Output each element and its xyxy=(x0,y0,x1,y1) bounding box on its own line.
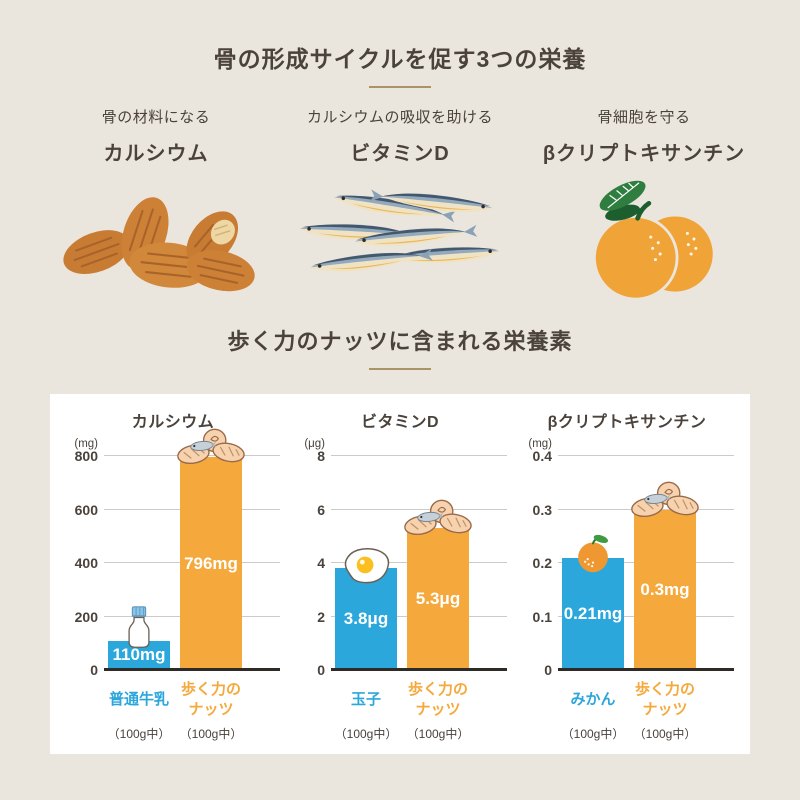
nuts-pile-icon xyxy=(177,428,245,465)
bar-mandarin: 0.21mg xyxy=(562,534,624,670)
plot-area: 110mg 796mg xyxy=(104,428,280,671)
chart-beta-cryptoxanthin: βクリプトキサンチン (mg) 0 0.1 0.2 0.3 0.4 0.21mg xyxy=(518,408,736,744)
y-tick-label: 200 xyxy=(74,608,98,625)
sardines-illustration xyxy=(277,180,524,298)
category-label: 普通牛乳 （100g中） xyxy=(107,690,171,741)
nutrient-role: カルシウムの吸収を助ける xyxy=(306,109,493,126)
y-tick-label: 0.3 xyxy=(532,501,552,518)
x-labels: 普通牛乳 （100g中） 歩く力のナッツ （100g中） xyxy=(104,678,282,748)
y-axis-unit: (mg) xyxy=(74,438,98,450)
y-tick-label: 0 xyxy=(317,662,325,678)
charts-card: カルシウム (mg) 0 200 400 600 800 110mg xyxy=(50,394,750,754)
category-label: 歩く力のナッツ （100g中） xyxy=(179,680,243,741)
mandarin-icon xyxy=(578,534,609,572)
nutrient-calcium: 骨の材料になる カルシウム xyxy=(34,106,278,166)
x-axis-line xyxy=(104,668,280,671)
y-tick-label: 4 xyxy=(317,555,325,571)
nutrient-role: 骨の材料になる xyxy=(101,109,211,126)
chart-title: ビタミンD xyxy=(360,414,440,431)
nutrient-beta-cryptoxanthin: 骨細胞を守る βクリプトキサンチン xyxy=(522,106,766,166)
bar-nuts: 0.3mg xyxy=(631,481,699,670)
y-axis: (mg) 0 0.1 0.2 0.3 0.4 xyxy=(518,438,558,677)
chart-body: (μg) 0 2 4 6 8 3.8μg 5.3μg xyxy=(291,438,509,677)
bar-value: 796mg xyxy=(184,553,238,573)
chart-calcium: カルシウム (mg) 0 200 400 600 800 110mg xyxy=(64,408,282,744)
nutrient-row: 骨の材料になる カルシウム カルシウムの吸収を助ける ビタミンD 骨細胞を守る … xyxy=(0,106,800,166)
category-label: みかん （100g中） xyxy=(561,690,625,741)
bar-egg: 3.8μg xyxy=(335,548,397,670)
chart-title: カルシウム xyxy=(131,414,215,431)
x-axis-line xyxy=(558,668,734,671)
bar-value: 3.8μg xyxy=(343,609,389,629)
y-tick-label: 400 xyxy=(74,555,98,571)
nutrient-name: カルシウム xyxy=(103,143,209,165)
chart-section-title: 歩く力のナッツに含まれる栄養素 xyxy=(227,329,573,354)
chart-title: βクリプトキサンチン xyxy=(547,414,707,431)
bar-nuts: 5.3μg xyxy=(404,499,472,670)
chart-body: (mg) 0 200 400 600 800 110mg 796mg xyxy=(64,428,282,677)
y-tick-label: 6 xyxy=(317,501,325,518)
nuts-pile-icon xyxy=(631,481,699,517)
y-tick-label: 600 xyxy=(74,501,98,518)
mandarin-oranges-illustration xyxy=(523,180,770,301)
bar-value: 0.21mg xyxy=(563,603,623,623)
y-tick-label: 0.4 xyxy=(532,448,552,464)
y-tick-label: 0.2 xyxy=(532,555,552,571)
bar-milk: 110mg xyxy=(108,605,170,670)
x-axis-line xyxy=(331,668,507,671)
chart-vitamin-d: ビタミンD (μg) 0 2 4 6 8 3.8μg 5.3μg xyxy=(291,408,509,744)
nutrient-role: 骨細胞を守る xyxy=(597,109,691,126)
y-tick-label: 0 xyxy=(90,662,98,678)
chart-title-underline xyxy=(369,368,431,370)
category-label: 歩く力のナッツ （100g中） xyxy=(406,680,470,741)
y-axis: (μg) 0 2 4 6 8 xyxy=(291,438,331,677)
nutrient-name: ビタミンD xyxy=(350,143,450,165)
nuts-pile-icon xyxy=(404,499,472,536)
gridline xyxy=(331,508,507,510)
plot-area: 0.21mg 0.3mg xyxy=(558,455,734,671)
nutrient-name: βクリプトキサンチン xyxy=(542,143,746,165)
category-label: 歩く力のナッツ （100g中） xyxy=(633,680,697,741)
bar-value: 0.3mg xyxy=(640,579,690,599)
chart-body: (mg) 0 0.1 0.2 0.3 0.4 0.21mg 0.3mg xyxy=(518,438,736,677)
gridline xyxy=(331,455,507,456)
bar-value: 5.3μg xyxy=(415,589,461,609)
almonds-illustration xyxy=(30,180,277,298)
category-label: 玉子 （100g中） xyxy=(334,690,398,741)
main-title: 骨の形成サイクルを促す3つの栄養 xyxy=(213,46,587,72)
y-tick-label: 0.1 xyxy=(532,608,552,625)
y-tick-label: 8 xyxy=(317,448,325,464)
x-labels: 玉子 （100g中） 歩く力のナッツ （100g中） xyxy=(331,678,509,748)
title-underline xyxy=(369,86,431,88)
milk-bottle-icon xyxy=(128,605,150,648)
bar-value: 110mg xyxy=(112,645,166,665)
plot-area: 3.8μg 5.3μg xyxy=(331,455,507,671)
illustration-row xyxy=(0,180,800,301)
gridline xyxy=(558,455,734,456)
nutrient-vitamin-d: カルシウムの吸収を助ける ビタミンD xyxy=(278,106,522,166)
y-tick-label: 2 xyxy=(317,608,325,625)
bar-nuts: 796mg xyxy=(177,428,245,670)
y-tick-label: 800 xyxy=(74,448,98,464)
y-axis-unit: (mg) xyxy=(528,438,552,450)
y-axis: (mg) 0 200 400 600 800 xyxy=(64,438,104,677)
fried-egg-icon xyxy=(344,548,390,584)
y-axis-unit: (μg) xyxy=(304,438,325,450)
y-tick-label: 0 xyxy=(544,662,552,678)
x-labels: みかん （100g中） 歩く力のナッツ （100g中） xyxy=(558,678,736,748)
